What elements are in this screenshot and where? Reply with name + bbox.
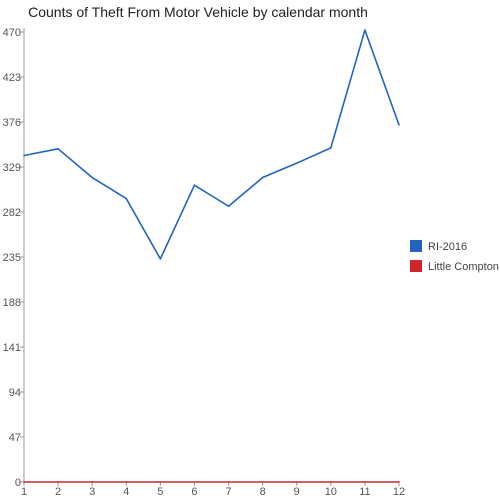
data-point bbox=[330, 481, 332, 483]
y-tick-label: 47 bbox=[9, 432, 21, 444]
x-tick-label: 3 bbox=[89, 486, 95, 498]
x-tick-label: 5 bbox=[157, 486, 163, 498]
x-tick-label: 7 bbox=[225, 486, 231, 498]
legend: RI-2016 Little Compton bbox=[410, 240, 499, 273]
x-tick-label: 11 bbox=[359, 486, 370, 498]
y-tick-label: 188 bbox=[3, 297, 21, 309]
y-tick-label: 235 bbox=[3, 252, 21, 264]
data-point bbox=[159, 481, 162, 483]
data-point bbox=[193, 481, 196, 483]
legend-label: Little Compton bbox=[428, 261, 499, 273]
legend-label: RI-2016 bbox=[428, 241, 467, 253]
data-point bbox=[91, 176, 93, 179]
data-point bbox=[227, 481, 230, 483]
y-tick-label: 282 bbox=[3, 207, 21, 219]
x-tick-label: 4 bbox=[123, 486, 129, 498]
x-ticks: 1 2 3 4 5 6 7 8 9 10 11 12 bbox=[21, 482, 405, 498]
data-point bbox=[261, 176, 264, 179]
data-point bbox=[295, 481, 298, 483]
data-point bbox=[23, 481, 25, 483]
y-tick-label: 329 bbox=[3, 162, 21, 174]
x-tick-label: 10 bbox=[325, 486, 337, 498]
data-point bbox=[364, 29, 366, 31]
series-lines bbox=[23, 29, 400, 483]
series-line-ri-2016 bbox=[23, 29, 400, 260]
chart-title: Counts of Theft From Motor Vehicle by ca… bbox=[28, 4, 368, 20]
x-tick-label: 1 bbox=[21, 486, 27, 498]
data-point bbox=[125, 481, 128, 483]
y-tick-label: 376 bbox=[3, 117, 21, 129]
data-point bbox=[398, 481, 400, 483]
y-tick-label: 94 bbox=[9, 387, 21, 399]
x-tick-label: 2 bbox=[55, 486, 61, 498]
x-tick-label: 6 bbox=[191, 486, 197, 498]
data-point bbox=[261, 481, 264, 483]
x-tick-label: 8 bbox=[260, 486, 266, 498]
x-tick-label: 12 bbox=[393, 486, 405, 498]
data-point bbox=[91, 481, 93, 483]
data-point bbox=[364, 481, 366, 483]
y-tick-label: 423 bbox=[3, 72, 21, 84]
legend-swatch bbox=[410, 260, 422, 272]
data-point bbox=[193, 184, 196, 186]
data-point bbox=[227, 205, 230, 208]
data-point bbox=[57, 148, 59, 150]
x-tick-label: 9 bbox=[294, 486, 300, 498]
y-ticks: 0 47 94 141 188 235 282 329 376 423 470 bbox=[3, 27, 24, 489]
legend-swatch bbox=[410, 240, 422, 252]
y-tick-label: 0 bbox=[15, 477, 21, 489]
data-point bbox=[159, 258, 162, 260]
data-point bbox=[125, 197, 128, 200]
data-point bbox=[295, 162, 298, 164]
y-tick-label: 470 bbox=[3, 27, 21, 39]
data-point bbox=[57, 481, 59, 483]
data-point bbox=[398, 124, 400, 126]
y-tick-label: 141 bbox=[3, 342, 21, 354]
data-point bbox=[330, 147, 332, 149]
data-point bbox=[23, 154, 25, 157]
